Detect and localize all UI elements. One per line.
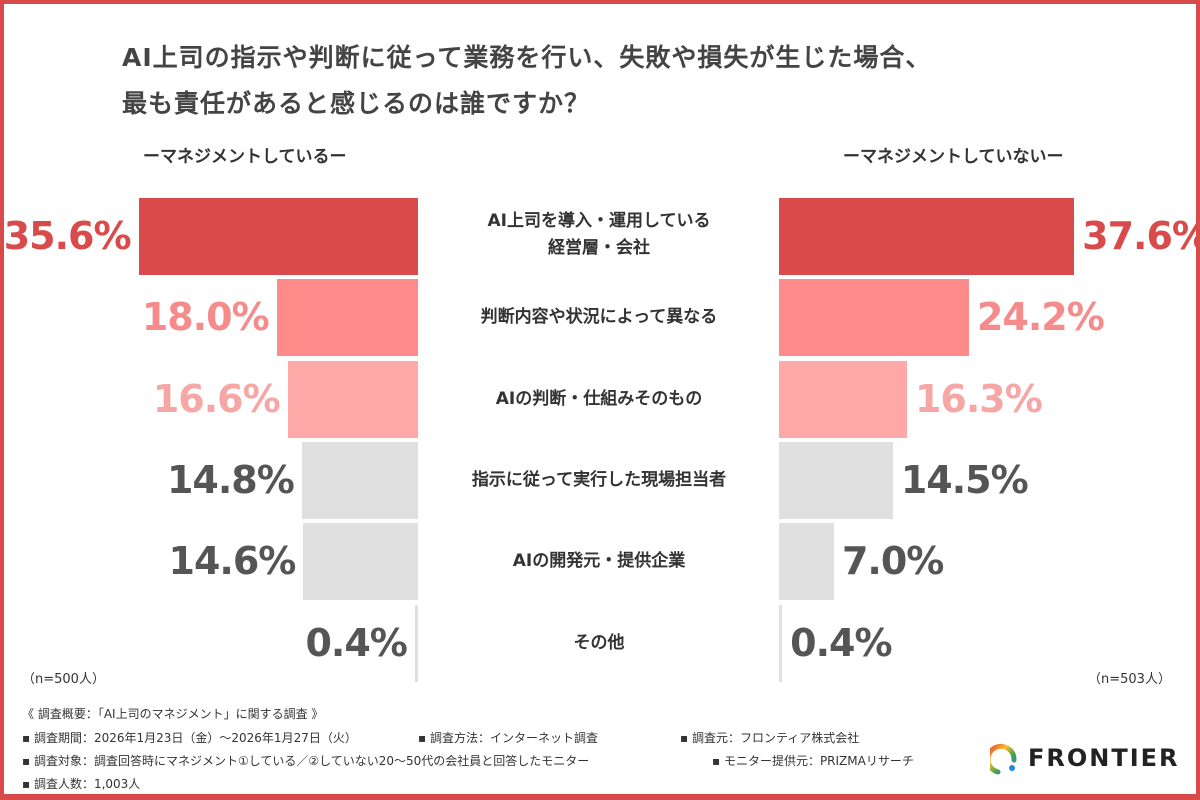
group-label-managing: ーマネジメントしているー — [143, 147, 347, 167]
value-label-not-managing: 14.5% — [900, 457, 1029, 502]
category-label: 指示に従って実行した現場担当者 — [471, 469, 727, 490]
sample-size-right: （n=503人） — [1088, 672, 1171, 687]
footer-target: ▪ 調査対象：調査回答時にマネジメント①している／②していない20～50代の会社… — [22, 754, 590, 768]
bar-not-managing — [779, 441, 893, 519]
bar-managing — [301, 441, 418, 519]
value-label-not-managing: 24.2% — [976, 295, 1105, 340]
value-label-managing: 14.6% — [168, 539, 297, 584]
footer-provider: ▪ モニター提供元：PRIZMAリサーチ — [712, 754, 914, 768]
bar-managing — [414, 604, 418, 682]
sample-size-left: （n=500人） — [22, 672, 105, 687]
footer-period: ▪ 調査期間：2026年1月23日（金）～2026年1月27日（火） — [22, 731, 357, 745]
frontier-logo-text: FRONTIER — [1028, 744, 1180, 772]
value-label-not-managing: 16.3% — [914, 376, 1043, 421]
value-label-not-managing: 7.0% — [841, 539, 944, 584]
value-label-managing: 16.6% — [152, 376, 281, 421]
frontier-logo: FRONTIER — [990, 740, 1180, 776]
footer-source: ▪ 調査元：フロンティア株式会社 — [680, 731, 860, 745]
butterfly-chart: 35.6% 37.6% AI上司を導入・運用している 経営層・会社 18.0% 24.2%… — [3, 198, 1200, 682]
value-label-not-managing: 0.4% — [790, 620, 892, 665]
group-label-not-managing: ーマネジメントしていないー — [843, 147, 1064, 167]
bar-managing — [138, 198, 418, 275]
chart-title-line-2: 最も責任があると感じるのは誰ですか？ — [122, 89, 591, 118]
footer-method: ▪ 調査方法：インターネット調査 — [418, 731, 598, 745]
category-label: AIの開発元・提供企業 — [512, 551, 686, 572]
bar-not-managing — [779, 604, 783, 682]
value-label-not-managing: 37.6% — [1082, 214, 1200, 258]
chart-title-line-1: AI上司の指示や判断に従って業務を行い、失敗や損失が生じた場合、 — [122, 43, 932, 72]
footer-overview: 《 調査概要：「AI上司のマネジメント」に関する調査 》 — [22, 707, 324, 721]
bar-not-managing — [779, 523, 834, 601]
frontier-logo-icon — [990, 743, 1017, 775]
category-label: その他 — [573, 632, 625, 653]
category-label: AI上司を導入・運用している 経営層・会社 — [487, 211, 711, 259]
value-label-managing: 14.8% — [166, 457, 295, 502]
value-label-managing: 18.0% — [141, 295, 270, 340]
bar-managing — [303, 523, 418, 601]
value-label-managing: 0.4% — [305, 620, 407, 665]
bar-not-managing — [779, 279, 969, 357]
value-label-managing: 35.6% — [3, 214, 132, 258]
footer-count: ▪ 調査人数：1,003人 — [22, 777, 141, 791]
bar-managing — [287, 360, 418, 438]
category-label: AIの判断・仕組みそのもの — [495, 388, 703, 409]
bar-not-managing — [779, 360, 907, 438]
bar-managing — [276, 279, 418, 357]
bar-not-managing — [779, 198, 1075, 275]
category-label: 判断内容や状況によって異なる — [480, 307, 718, 328]
